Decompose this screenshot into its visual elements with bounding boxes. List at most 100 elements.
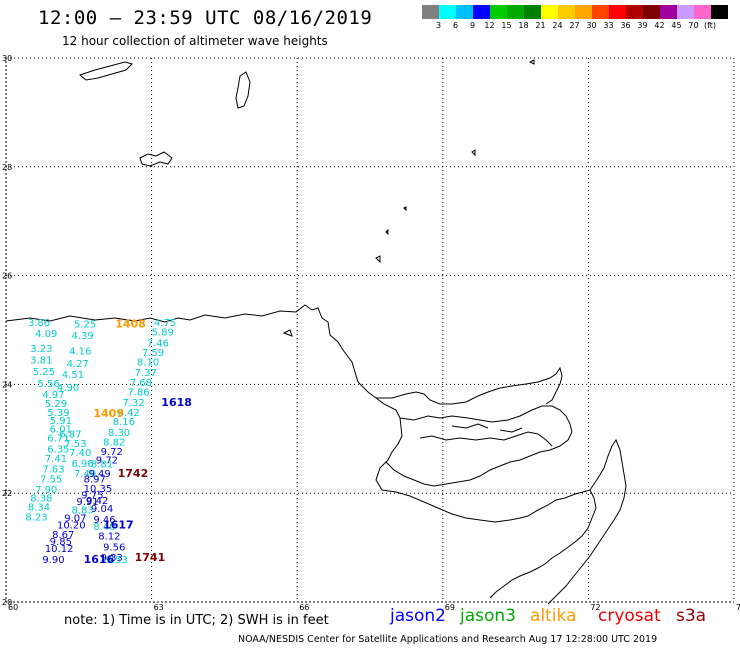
swh-value: 5.39	[47, 408, 69, 419]
swh-value: 4.09	[35, 329, 57, 340]
swh-value: 6.96	[72, 459, 94, 470]
colorbar-swatch	[507, 5, 524, 19]
satellite-legend-jason3: jason3	[460, 606, 516, 626]
swh-value: 4.51	[62, 370, 84, 381]
colorbar-swatch	[439, 5, 456, 19]
swh-value: 6.35	[47, 444, 69, 455]
lat-tick-label: 24	[2, 380, 12, 389]
creek-2	[499, 427, 523, 433]
colorbar-swatch	[711, 5, 728, 19]
inner-coast	[419, 431, 553, 447]
lat-tick-label: 28	[2, 163, 12, 172]
swh-value: 9.91	[76, 497, 98, 508]
swh-value: 8.12	[98, 531, 120, 542]
swh-value: 7.90	[35, 485, 57, 496]
swh-value: 9.33	[101, 553, 123, 564]
lon-tick-label: 72	[590, 603, 600, 612]
colorbar-swatch	[490, 5, 507, 19]
colorbar-swatch	[541, 5, 558, 19]
colorbar-label: 42	[654, 21, 665, 30]
colorbar-label: 45	[671, 21, 682, 30]
swh-value: 3.81	[30, 356, 52, 367]
colorbar-swatch	[643, 5, 660, 19]
pass-time: 1618	[161, 396, 192, 409]
satellite-legend-s3a: s3a	[676, 606, 707, 626]
swh-value: 7.41	[45, 454, 67, 465]
swh-value: 4.75	[154, 318, 176, 329]
colorbar-swatch	[660, 5, 677, 19]
colorbar-swatch	[609, 5, 626, 19]
swh-value: 6.71	[47, 434, 69, 445]
island-small-4	[375, 255, 381, 264]
swh-value: 7.49	[74, 469, 96, 480]
coastline-makran	[5, 304, 597, 599]
island-hormuz	[282, 329, 293, 337]
creek-1	[451, 423, 489, 429]
credit-line: NOAA/NESDIS Center for Satellite Applica…	[238, 634, 658, 645]
swh-value: 8.23	[25, 512, 47, 523]
colorbar-labels: 3 6 9 12 15 18 21 24 27 30 33 36 39 42 45 70 (ft)	[422, 21, 732, 33]
swh-value: 9.85	[50, 537, 72, 548]
colorbar-label: 24	[552, 21, 563, 30]
swh-value: 6.01	[50, 424, 72, 435]
swh-value: 8.42	[118, 408, 140, 419]
swh-value: 8.81	[91, 460, 113, 471]
colorbar-swatch	[575, 5, 592, 19]
lon-tick-label: 63	[154, 603, 164, 612]
axis-tick-labels: 60 63 66 69 72 75 30 28 26 24 22 20	[2, 54, 740, 612]
colorbar-label: 15	[501, 21, 512, 30]
swh-value: 9.42	[86, 496, 108, 507]
swh-value: 5.91	[50, 416, 72, 427]
swh-value: 9.53	[105, 555, 127, 566]
pass-time: 1408	[115, 317, 146, 330]
swh-value: 9.90	[42, 555, 64, 566]
swh-value: 8.40	[93, 522, 115, 533]
island-small-3	[403, 206, 407, 212]
island-small-1	[528, 59, 535, 65]
coastline	[5, 59, 627, 605]
swh-value: 10.20	[57, 521, 86, 532]
swh-value: 3.86	[28, 318, 50, 329]
colorbar-swatch	[422, 5, 439, 19]
swh-value: 5.25	[33, 367, 55, 378]
swh-value: 4.39	[72, 331, 94, 342]
swh-value: 10.12	[45, 544, 74, 555]
colorbar-label: 6	[452, 21, 459, 30]
lat-tick-label: 22	[2, 489, 12, 498]
colorbar-label: 36	[620, 21, 631, 30]
lon-tick-label: 75	[736, 603, 740, 612]
swh-value: 4.16	[69, 346, 91, 357]
swh-value: 5.56	[38, 379, 60, 390]
coastline-indus-delta	[376, 366, 563, 405]
colorbar-label: 33	[603, 21, 614, 30]
lon-tick-label: 66	[299, 603, 309, 612]
swh-value: 6.87	[59, 430, 81, 441]
colorbar-swatch	[592, 5, 609, 19]
swh-value: 8.38	[30, 493, 52, 504]
swh-value: 8.30	[108, 428, 130, 439]
swh-value: 7.46	[147, 338, 169, 349]
swh-value: 9.49	[89, 469, 111, 480]
swh-value: 4.27	[67, 359, 89, 370]
swh-value: 7.40	[69, 448, 91, 459]
map-title: 12:00 — 23:59 UTC 08/16/2019	[38, 7, 373, 29]
colorbar-swatch	[558, 5, 575, 19]
colorbar-label: 12	[484, 21, 495, 30]
swh-value: 7.32	[122, 398, 144, 409]
colorbar-label: 21	[535, 21, 546, 30]
swh-value: 5.89	[152, 327, 174, 338]
swh-value: 8.67	[52, 530, 74, 541]
swh-value: 3.23	[30, 344, 52, 355]
lat-tick-label: 20	[2, 598, 12, 607]
gulf-khambhat	[547, 438, 627, 605]
pass-time-labels: 1408 1618 1409 1742 1617 1616 1741	[84, 317, 192, 566]
swh-value: 7.53	[64, 439, 86, 450]
island-gulf-1	[235, 71, 251, 109]
colorbar-unit: (ft)	[704, 21, 717, 30]
colorbar-swatch	[473, 5, 490, 19]
colorbar-swatch	[694, 5, 711, 19]
swh-value: 9.72	[96, 455, 118, 466]
colorbar-swatch	[677, 5, 694, 19]
swh-value: 9.56	[103, 542, 125, 553]
